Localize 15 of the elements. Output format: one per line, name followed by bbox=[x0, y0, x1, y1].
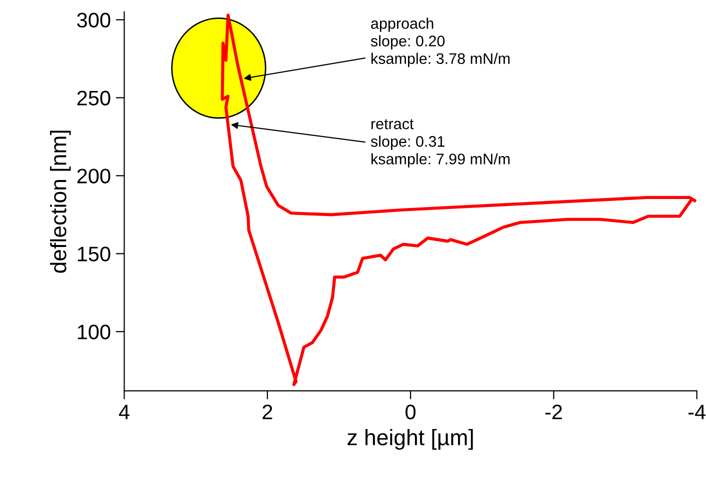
y-axis-title: deflection [nm] bbox=[50, 130, 71, 273]
annotation: retract slope: 0.31 ksample: 7.99 mN/m bbox=[370, 119, 510, 168]
x-tick-label: 4 bbox=[118, 404, 130, 420]
line-series bbox=[220, 14, 696, 386]
y-tick-label: 150 bbox=[78, 246, 110, 262]
x-axis-title: z height [µm] bbox=[348, 429, 473, 450]
y-tick-label: 300 bbox=[77, 12, 110, 28]
annotation: approach slope: 0.20 ksample: 3.78 mN/m bbox=[370, 18, 510, 68]
x-tick-label: 0 bbox=[406, 404, 416, 420]
y-tick-label: 200 bbox=[77, 168, 110, 184]
x-tick-label: -4 bbox=[688, 404, 706, 420]
x-tick-label: -2 bbox=[545, 404, 562, 420]
y-tick-label: 100 bbox=[78, 324, 110, 340]
y-tick-label: 250 bbox=[77, 90, 110, 106]
x-tick-label: 2 bbox=[262, 404, 272, 420]
